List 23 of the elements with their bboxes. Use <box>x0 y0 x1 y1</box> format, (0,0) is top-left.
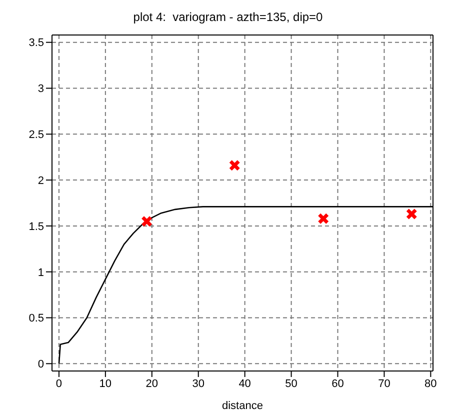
y-tick-label: 3 <box>38 83 44 96</box>
point <box>318 212 330 224</box>
x-tick-label: 20 <box>146 378 158 390</box>
y-tick-label: 2 <box>38 174 44 187</box>
x-tick-label: 30 <box>192 378 204 390</box>
x-tick-label: 0 <box>56 378 62 390</box>
x-tick-label: 50 <box>285 378 298 390</box>
y-tick-label: 1 <box>38 266 44 279</box>
y-tick-label: 1.5 <box>28 220 44 233</box>
x-tick-label: 10 <box>99 378 112 390</box>
x-tick-label: 40 <box>238 378 251 390</box>
y-tick-label: 0 <box>38 358 44 371</box>
x-tick-label: 70 <box>378 378 390 390</box>
x-tick-label: 60 <box>332 378 344 390</box>
x-tick-label: 80 <box>424 378 437 390</box>
x-axis-title: distance <box>222 400 263 412</box>
y-tick-label: 3.5 <box>28 37 44 50</box>
y-tick-label: 2.5 <box>28 129 44 142</box>
point <box>141 216 153 228</box>
y-tick-label: 0.5 <box>28 312 44 325</box>
point <box>228 160 240 172</box>
chart-title: plot 4: variogram - azth=135, dip=0 <box>132 9 324 26</box>
point <box>406 208 418 220</box>
